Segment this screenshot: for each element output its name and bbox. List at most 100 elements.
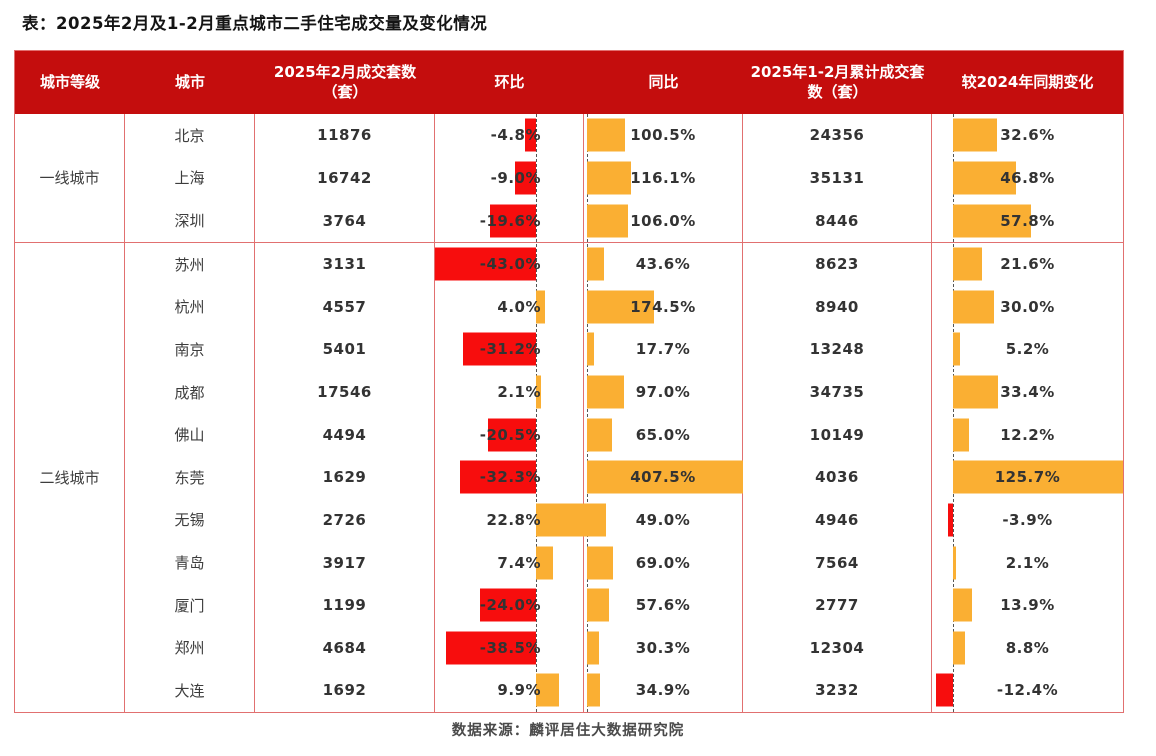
positive-bar — [953, 631, 965, 665]
mom-change-value: -43.0% — [479, 255, 541, 274]
header-yoy-change: 同比 — [648, 72, 679, 91]
positive-bar — [587, 247, 604, 281]
mom-change-cell: -24.0% — [435, 583, 584, 627]
cumulative-change-value: 33.4% — [1000, 383, 1055, 402]
city-name-cell: 佛山 — [125, 413, 255, 456]
city-name: 厦门 — [174, 596, 205, 615]
mom-change-value: -9.0% — [490, 168, 541, 187]
feb-volume-cell: 4494 — [255, 413, 435, 456]
cumulative-change-value: 8.8% — [1005, 638, 1050, 657]
feb-volume-cell: 2726 — [255, 498, 435, 542]
feb-volume-value: 1199 — [322, 596, 367, 615]
city-name-cell: 成都 — [125, 370, 255, 414]
cumulative-change-value: 2.1% — [1005, 553, 1050, 572]
mom-change-value: 2.1% — [497, 383, 541, 402]
cumulative-change-cell: 30.0% — [932, 286, 1123, 329]
yoy-change-value: 43.6% — [635, 255, 691, 274]
positive-bar — [587, 460, 744, 494]
city-name: 上海 — [174, 169, 205, 188]
table-row: 厦门 1199 -24.0% 57.6% 2777 13.9% — [125, 583, 1123, 627]
city-tier-label: 二线城市 — [15, 242, 125, 712]
table-row: 郑州 4684 -38.5% 30.3% 12304 8.8% — [125, 626, 1123, 670]
positive-bar — [953, 588, 972, 622]
feb-volume-value: 3131 — [322, 255, 367, 274]
city-name-cell: 郑州 — [125, 626, 255, 670]
city-name: 深圳 — [174, 212, 205, 231]
feb-volume-cell: 17546 — [255, 370, 435, 414]
figure-title: 表：2025年2月及1-2月重点城市二手住宅成交量及变化情况 — [22, 14, 488, 33]
positive-bar — [587, 375, 625, 409]
yoy-change-cell: 34.9% — [584, 669, 743, 712]
mom-change-cell: 2.1% — [435, 370, 584, 414]
table-row: 上海 16742 -9.0% 116.1% 35131 46.8% — [125, 156, 1123, 200]
cumulative-volume-value: 35131 — [809, 168, 865, 187]
cumulative-volume-value: 7564 — [815, 553, 859, 572]
mom-change-cell: 7.4% — [435, 541, 584, 584]
cumulative-change-cell: 125.7% — [932, 456, 1123, 499]
cumulative-volume-cell: 34735 — [743, 370, 932, 414]
positive-bar — [536, 503, 590, 537]
city-name-cell: 青岛 — [125, 541, 255, 584]
cumulative-change-value: 32.6% — [1000, 126, 1055, 145]
positive-bar — [953, 460, 1123, 494]
cumulative-change-cell: 32.6% — [932, 114, 1123, 157]
header-city-tier: 城市等级 — [39, 72, 100, 91]
cumulative-volume-value: 8446 — [815, 211, 859, 230]
cumulative-change-value: 12.2% — [1000, 425, 1055, 444]
yoy-change-value: 174.5% — [630, 297, 696, 316]
feb-volume-cell: 4557 — [255, 285, 435, 329]
negative-bar — [460, 460, 536, 494]
yoy-change-value: 69.0% — [635, 553, 691, 572]
cumulative-volume-value: 8623 — [815, 255, 859, 274]
yoy-change-value: 407.5% — [630, 468, 696, 487]
positive-bar — [953, 375, 999, 409]
city-name: 南京 — [174, 340, 205, 359]
yoy-change-value: 17.7% — [635, 340, 691, 359]
negative-bar — [487, 418, 536, 452]
cumulative-change-cell: 46.8% — [932, 157, 1123, 200]
city-name: 成都 — [174, 383, 205, 402]
yoy-change-value: 34.9% — [635, 681, 691, 700]
cumulative-change-cell: -3.9% — [932, 499, 1123, 542]
positive-bar — [587, 546, 614, 580]
header-cum-change: 较2024年同期变化 — [961, 72, 1094, 91]
yoy-change-cell: 106.0% — [584, 199, 743, 242]
feb-volume-cell: 4684 — [255, 626, 435, 670]
city-name-cell: 无锡 — [125, 498, 255, 542]
positive-bar — [536, 546, 554, 580]
cumulative-volume-value: 8940 — [815, 297, 859, 316]
yoy-change-cell: 30.3% — [584, 626, 743, 670]
table-row: 青岛 3917 7.4% 69.0% 7564 2.1% — [125, 541, 1123, 584]
city-name: 郑州 — [174, 639, 205, 658]
negative-bar — [947, 503, 953, 537]
cumulative-volume-cell: 12304 — [743, 626, 932, 670]
negative-bar — [489, 204, 536, 238]
positive-bar — [587, 418, 612, 452]
table-row: 大连 1692 9.9% 34.9% 3232 -12.4% — [125, 669, 1123, 712]
yoy-change-cell: 43.6% — [584, 242, 743, 286]
mom-change-value: 4.0% — [497, 297, 541, 316]
positive-bar — [587, 503, 606, 537]
feb-volume-value: 1692 — [322, 681, 367, 700]
city-name: 大连 — [174, 681, 205, 700]
cumulative-change-cell: 2.1% — [932, 541, 1123, 584]
yoy-change-cell: 97.0% — [584, 370, 743, 414]
city-name-cell: 厦门 — [125, 583, 255, 627]
positive-bar — [587, 204, 628, 238]
cumulative-volume-cell: 24356 — [743, 114, 932, 157]
cumulative-change-cell: 33.4% — [932, 371, 1123, 414]
yoy-change-value: 116.1% — [630, 168, 696, 187]
feb-volume-cell: 11876 — [255, 114, 435, 157]
city-name: 北京 — [174, 126, 205, 145]
mom-change-value: -4.8% — [490, 126, 541, 145]
feb-volume-value: 3917 — [322, 553, 367, 572]
city-name: 青岛 — [174, 554, 205, 573]
cumulative-change-value: 125.7% — [994, 468, 1061, 487]
mom-change-value: -38.5% — [479, 638, 541, 657]
mom-change-value: -20.5% — [479, 425, 541, 444]
positive-bar — [953, 247, 983, 281]
cumulative-change-value: 5.2% — [1005, 340, 1050, 359]
group-rows: 苏州 3131 -43.0% 43.6% 8623 21.6% 杭州 4557 — [125, 242, 1123, 712]
feb-volume-cell: 1629 — [255, 456, 435, 499]
positive-bar — [953, 290, 994, 324]
